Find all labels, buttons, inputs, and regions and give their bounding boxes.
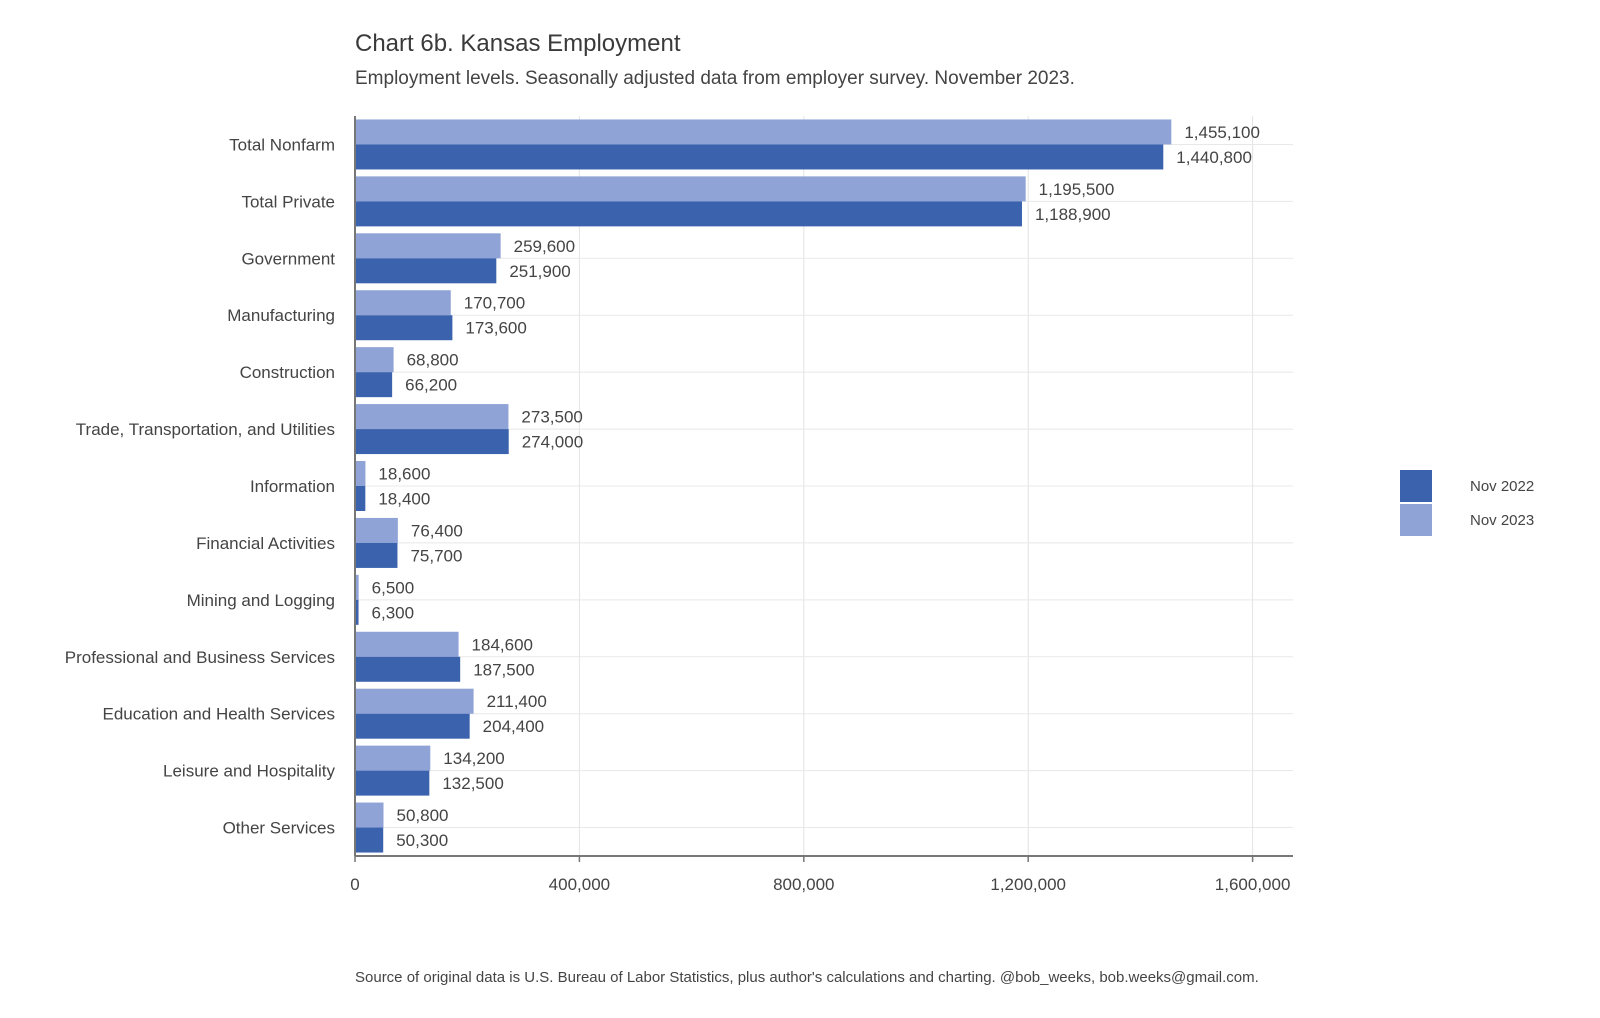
category-label: Construction: [240, 363, 335, 382]
category-label: Trade, Transportation, and Utilities: [76, 420, 335, 439]
bar-nov-2022: [355, 144, 1164, 170]
data-label-nov-2022: 173,600: [465, 319, 526, 338]
bar-nov-2022: [355, 656, 461, 682]
bar-nov-2023: [355, 688, 474, 714]
data-label-nov-2022: 1,440,800: [1176, 148, 1252, 167]
data-label-nov-2023: 259,600: [514, 237, 575, 256]
data-label-nov-2022: 274,000: [522, 433, 583, 452]
legend-swatch-nov-2022: [1400, 470, 1432, 502]
bar-nov-2022: [355, 429, 509, 455]
bar-nov-2022: [355, 599, 359, 625]
bar-nov-2022: [355, 542, 398, 568]
data-label-nov-2023: 76,400: [411, 521, 463, 540]
x-tick-label: 1,200,000: [990, 875, 1066, 894]
bar-nov-2023: [355, 802, 384, 828]
data-label-nov-2022: 75,700: [410, 546, 462, 565]
bar-nov-2023: [355, 119, 1172, 145]
data-label-nov-2022: 6,300: [372, 603, 415, 622]
data-label-nov-2022: 1,188,900: [1035, 205, 1111, 224]
bar-nov-2022: [355, 827, 384, 853]
bar-nov-2023: [355, 631, 459, 657]
bar-nov-2023: [355, 574, 359, 600]
bar-nov-2023: [355, 461, 366, 486]
x-tick-label: 1,600,000: [1215, 875, 1291, 894]
data-label-nov-2023: 68,800: [407, 351, 459, 370]
data-label-nov-2023: 1,455,100: [1184, 123, 1260, 142]
category-label: Total Nonfarm: [229, 135, 335, 154]
data-label-nov-2022: 18,400: [378, 490, 430, 509]
bar-nov-2022: [355, 770, 430, 796]
chart-subtitle: Employment levels. Seasonally adjusted d…: [355, 68, 1075, 89]
data-label-nov-2022: 66,200: [405, 376, 457, 395]
legend-label-nov-2023: Nov 2023: [1470, 512, 1535, 529]
category-label: Professional and Business Services: [65, 648, 335, 667]
category-label: Government: [241, 249, 335, 268]
data-label-nov-2023: 170,700: [464, 294, 525, 313]
data-label-nov-2023: 184,600: [472, 635, 533, 654]
bar-nov-2023: [355, 404, 509, 430]
bar-nov-2022: [355, 315, 453, 341]
x-tick-label: 800,000: [773, 875, 834, 894]
data-label-nov-2023: 134,200: [443, 749, 504, 768]
x-tick-label: 0: [350, 875, 359, 894]
bar-nov-2022: [355, 372, 393, 398]
category-label: Manufacturing: [227, 306, 335, 325]
bar-nov-2023: [355, 176, 1026, 202]
category-label: Leisure and Hospitality: [163, 762, 335, 781]
category-label: Total Private: [241, 192, 335, 211]
data-label-nov-2022: 50,300: [396, 831, 448, 850]
data-label-nov-2022: 187,500: [473, 660, 534, 679]
bar-nov-2023: [355, 233, 501, 259]
data-label-nov-2022: 132,500: [442, 774, 503, 793]
data-label-nov-2022: 204,400: [483, 717, 544, 736]
bar-nov-2022: [355, 486, 366, 511]
data-label-nov-2023: 273,500: [521, 408, 582, 427]
data-label-nov-2023: 18,600: [378, 465, 430, 484]
data-label-nov-2023: 211,400: [487, 692, 547, 711]
bar-nov-2022: [355, 201, 1022, 227]
bar-nov-2023: [355, 290, 451, 316]
category-label: Information: [250, 477, 335, 496]
category-label: Education and Health Services: [103, 705, 335, 724]
bar-nov-2022: [355, 713, 470, 739]
data-label-nov-2023: 6,500: [372, 578, 415, 597]
bar-nov-2022: [355, 258, 497, 284]
chart-title: Chart 6b. Kansas Employment: [355, 30, 681, 57]
chart-source: Source of original data is U.S. Bureau o…: [355, 969, 1259, 986]
bar-nov-2023: [355, 745, 431, 771]
category-label: Mining and Logging: [187, 591, 335, 610]
legend-swatch-nov-2023: [1400, 504, 1432, 536]
category-label: Financial Activities: [196, 534, 335, 553]
data-label-nov-2023: 1,195,500: [1039, 180, 1115, 199]
bar-nov-2023: [355, 347, 394, 373]
bar-nov-2023: [355, 517, 398, 543]
x-tick-label: 400,000: [549, 875, 610, 894]
data-label-nov-2023: 50,800: [396, 806, 448, 825]
data-label-nov-2022: 251,900: [509, 262, 570, 281]
legend-label-nov-2022: Nov 2022: [1470, 478, 1535, 495]
category-label: Other Services: [223, 819, 335, 838]
